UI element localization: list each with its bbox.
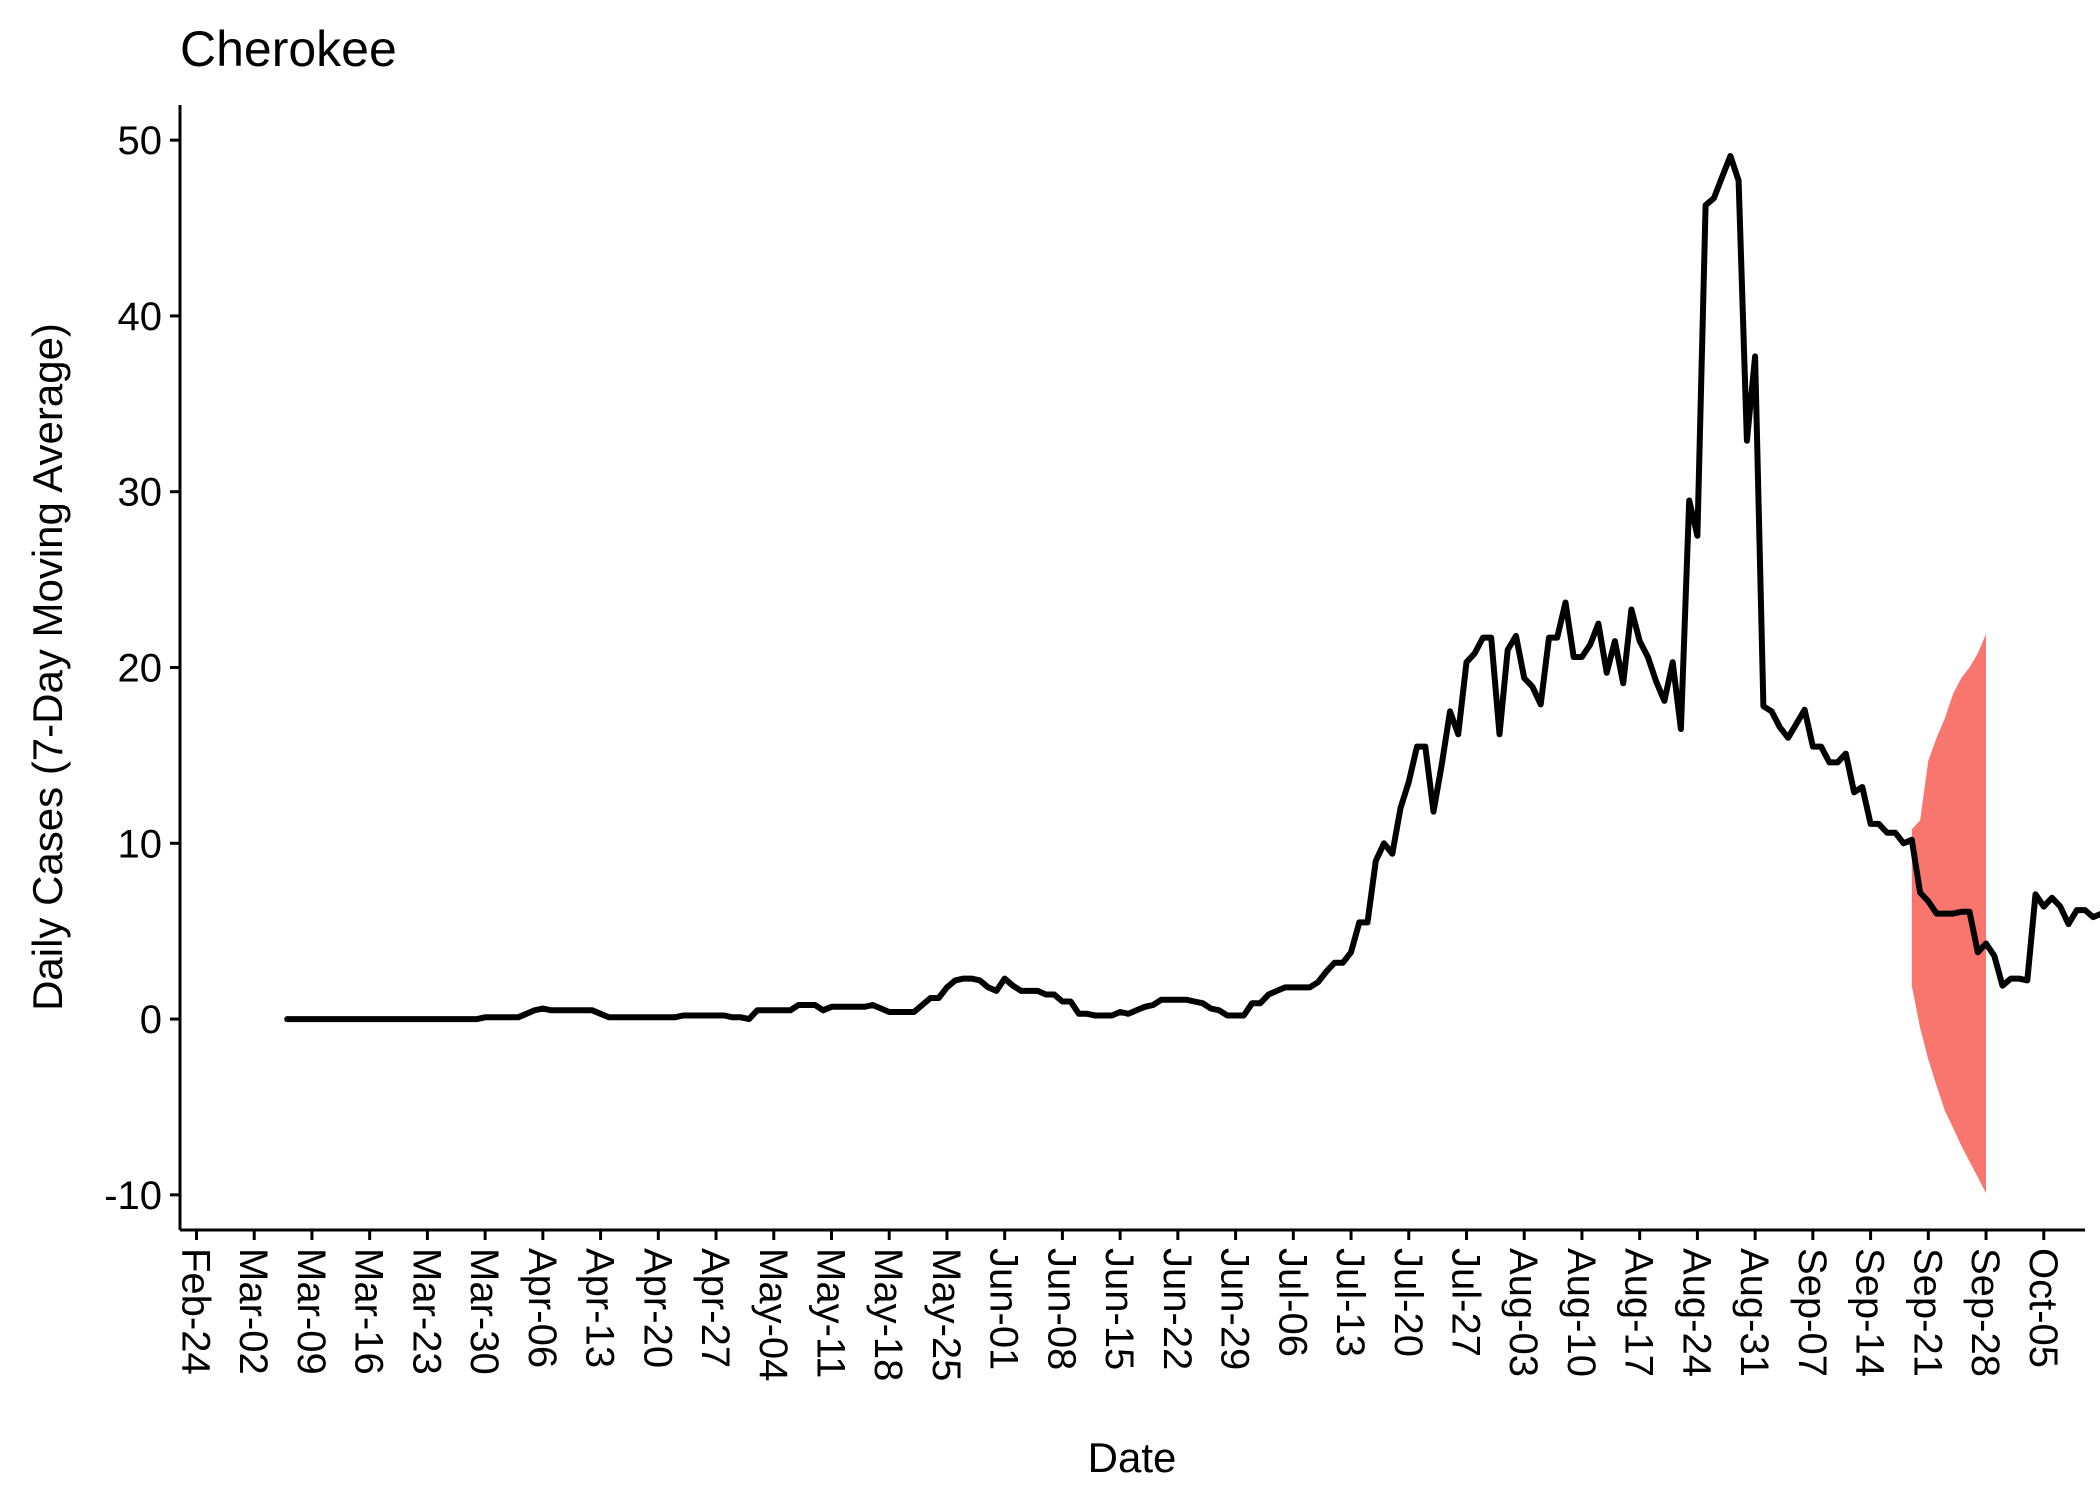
x-axis-title: Date bbox=[1088, 1434, 1177, 1481]
y-tick-label: 10 bbox=[118, 822, 163, 866]
y-tick-label: 0 bbox=[140, 998, 162, 1042]
x-tick-label: Mar-02 bbox=[231, 1248, 275, 1375]
x-tick-label: Jun-15 bbox=[1097, 1248, 1141, 1370]
x-tick-label: Aug-17 bbox=[1617, 1248, 1661, 1377]
x-tick-label: Jul-06 bbox=[1270, 1248, 1314, 1357]
x-tick-label: Mar-23 bbox=[404, 1248, 448, 1375]
series-line-layer bbox=[284, 153, 2100, 1023]
x-tick-label: May-25 bbox=[924, 1248, 968, 1381]
x-tick-label: Sep-21 bbox=[1905, 1248, 1949, 1377]
x-tick-label: Jul-20 bbox=[1386, 1248, 1430, 1357]
x-tick-label: Apr-20 bbox=[635, 1248, 679, 1368]
y-axis-ticks: -10 0 10 20 30 40 50 bbox=[104, 119, 180, 1218]
y-tick-label: 30 bbox=[118, 471, 163, 515]
x-tick-label: Mar-09 bbox=[289, 1248, 333, 1375]
x-tick-label: Jul-27 bbox=[1444, 1248, 1488, 1357]
chart-title: Cherokee bbox=[180, 21, 397, 77]
x-tick-label: Jul-13 bbox=[1328, 1248, 1372, 1357]
x-tick-label: Aug-10 bbox=[1559, 1248, 1603, 1377]
x-tick-label: May-04 bbox=[751, 1248, 795, 1381]
x-tick-label: Jun-08 bbox=[1039, 1248, 1083, 1370]
x-tick-label: Apr-06 bbox=[520, 1248, 564, 1368]
x-tick-label: Mar-16 bbox=[347, 1248, 391, 1375]
x-tick-label: Aug-24 bbox=[1674, 1248, 1718, 1377]
x-tick-label: Apr-13 bbox=[578, 1248, 622, 1368]
x-axis-ticks: Feb-24 Mar-02 Mar-09 Mar-16 Mar-23 Mar-30 Apr-… bbox=[174, 1230, 2065, 1381]
series-line bbox=[284, 153, 2100, 1023]
y-tick-label: -10 bbox=[104, 1174, 162, 1218]
x-tick-label: Sep-28 bbox=[1963, 1248, 2007, 1377]
x-tick-label: Oct-05 bbox=[2021, 1248, 2065, 1368]
x-tick-label: Aug-03 bbox=[1501, 1248, 1545, 1377]
x-tick-label: Feb-24 bbox=[174, 1248, 218, 1375]
y-tick-label: 20 bbox=[118, 647, 163, 691]
x-tick-label: Jun-22 bbox=[1155, 1248, 1199, 1370]
x-tick-label: Sep-07 bbox=[1790, 1248, 1834, 1377]
y-tick-label: 50 bbox=[118, 119, 163, 163]
x-tick-label: Jun-01 bbox=[982, 1248, 1026, 1370]
x-tick-label: Sep-14 bbox=[1848, 1248, 1892, 1377]
x-tick-label: Mar-30 bbox=[462, 1248, 506, 1375]
x-tick-label: Aug-31 bbox=[1732, 1248, 1776, 1377]
y-tick-label: 40 bbox=[118, 295, 163, 339]
x-tick-label: Jun-29 bbox=[1213, 1248, 1257, 1370]
x-tick-label: May-11 bbox=[809, 1248, 853, 1378]
x-tick-label: May-18 bbox=[866, 1248, 910, 1381]
y-axis-title: Daily Cases (7-Day Moving Average) bbox=[24, 323, 71, 1011]
x-tick-label: Apr-27 bbox=[693, 1248, 737, 1368]
